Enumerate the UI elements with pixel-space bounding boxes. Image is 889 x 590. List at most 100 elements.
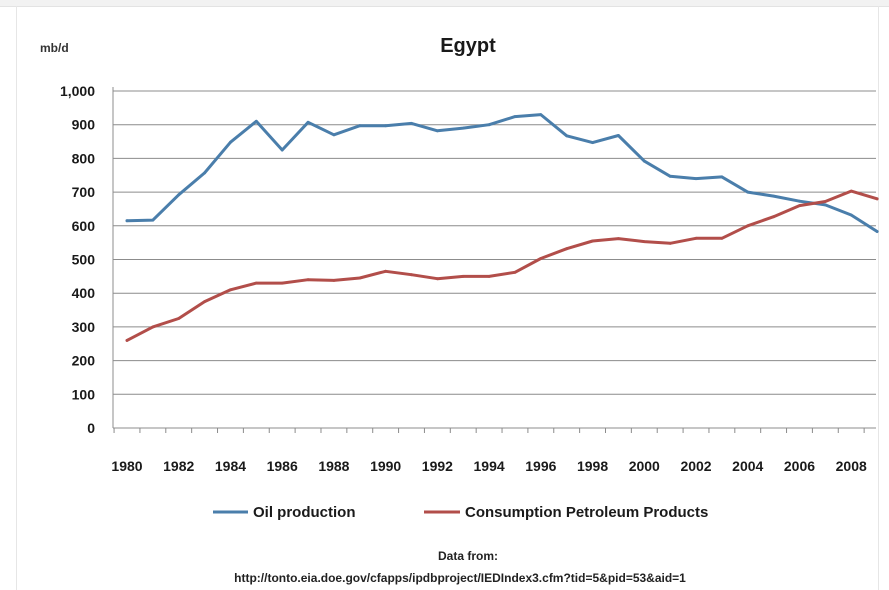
y-tick-label: 100 <box>72 386 96 402</box>
legend-label-oil-production: Oil production <box>253 504 356 521</box>
data-point-consumption <box>384 269 387 273</box>
y-tick-label: 800 <box>72 150 96 166</box>
data-point-consumption <box>358 276 362 280</box>
axes <box>112 87 876 433</box>
data-point-oil-production <box>746 190 750 194</box>
legend: Oil production Consumption Petroleum Pro… <box>213 504 708 521</box>
data-point-consumption <box>798 204 801 208</box>
data-point-consumption <box>694 236 698 240</box>
data-point-consumption <box>177 317 181 320</box>
data-point-consumption <box>746 224 750 228</box>
data-point-oil-production <box>306 120 310 124</box>
data-point-consumption <box>617 237 620 241</box>
x-tick-label: 1994 <box>474 458 505 474</box>
x-tick-label: 1984 <box>215 458 246 474</box>
data-point-oil-production <box>151 218 155 222</box>
x-tick-labels: 1980 1982 1984 1986 1988 1990 1992 1994 1996 1998… <box>111 458 867 474</box>
data-point-oil-production <box>125 219 129 223</box>
data-point-oil-production <box>229 140 232 144</box>
source-note-heading: Data from: <box>438 549 498 563</box>
chart-left-border <box>16 6 17 590</box>
x-tick-label: 1998 <box>577 458 608 474</box>
chart-right-border <box>878 6 879 590</box>
y-tick-label: 500 <box>72 252 96 268</box>
y-tick-label: 0 <box>87 420 95 436</box>
window-top-border <box>0 0 889 7</box>
data-point-oil-production <box>410 122 413 125</box>
x-tick-label: 1996 <box>525 458 556 474</box>
x-tick-label: 1986 <box>267 458 298 474</box>
data-point-oil-production <box>798 199 801 203</box>
x-tick-label: 2004 <box>732 458 763 474</box>
y-axis-unit-label: mb/d <box>40 41 69 55</box>
data-point-oil-production <box>332 133 336 137</box>
data-point-oil-production <box>642 159 646 163</box>
data-point-oil-production <box>720 175 724 179</box>
data-point-oil-production <box>875 230 879 233</box>
y-tick-label: 900 <box>72 117 96 133</box>
y-tick-label: 600 <box>72 218 96 234</box>
x-tick-label: 2006 <box>784 458 815 474</box>
data-point-oil-production <box>358 124 362 128</box>
y-tick-label: 400 <box>72 285 96 301</box>
data-point-consumption <box>668 241 672 245</box>
y-tick-label: 1,000 <box>60 83 95 99</box>
data-point-oil-production <box>280 148 284 152</box>
data-point-consumption <box>539 257 543 260</box>
x-tick-label: 1980 <box>111 458 142 474</box>
data-point-oil-production <box>694 177 698 181</box>
x-tick-label: 1988 <box>318 458 349 474</box>
y-tick-label: 700 <box>72 184 96 200</box>
data-point-consumption <box>823 200 827 203</box>
data-point-consumption <box>254 281 258 285</box>
data-point-consumption <box>642 240 646 244</box>
x-tick-label: 2002 <box>680 458 711 474</box>
data-point-oil-production <box>461 126 465 130</box>
data-point-oil-production <box>177 193 181 197</box>
x-tick-label: 2000 <box>629 458 660 474</box>
x-tick-label: 2008 <box>836 458 867 474</box>
data-point-oil-production <box>384 124 387 128</box>
data-point-oil-production <box>772 194 775 198</box>
y-tick-label: 200 <box>72 353 96 369</box>
data-point-consumption <box>125 339 129 342</box>
source-note-url: http://tonto.eia.doe.gov/cfapps/ipdbproj… <box>234 571 686 585</box>
data-point-consumption <box>306 278 310 282</box>
data-point-consumption <box>591 239 594 243</box>
data-point-consumption <box>280 281 284 285</box>
legend-label-consumption: Consumption Petroleum Products <box>465 504 708 521</box>
x-tick-label: 1982 <box>163 458 194 474</box>
data-point-oil-production <box>565 134 569 138</box>
data-point-oil-production <box>539 113 543 116</box>
data-point-consumption <box>875 197 879 201</box>
data-point-consumption <box>203 300 207 303</box>
data-point-consumption <box>513 270 517 274</box>
data-point-oil-production <box>203 171 207 175</box>
data-point-oil-production <box>591 141 594 145</box>
data-point-oil-production <box>254 119 258 123</box>
data-point-consumption <box>410 273 413 277</box>
data-point-oil-production <box>436 129 439 133</box>
series-line-consumption <box>125 189 879 342</box>
data-point-consumption <box>720 236 724 240</box>
data-point-consumption <box>151 325 155 329</box>
data-point-oil-production <box>617 134 620 137</box>
gridlines <box>113 90 876 395</box>
data-point-consumption <box>229 288 232 292</box>
y-tick-label: 300 <box>72 319 96 335</box>
data-point-oil-production <box>849 213 853 217</box>
data-point-consumption <box>487 275 491 278</box>
series-lines <box>125 113 879 342</box>
data-point-consumption <box>849 189 853 193</box>
x-tick-label: 1992 <box>422 458 453 474</box>
data-point-oil-production <box>668 174 672 178</box>
chart-title: Egypt <box>440 35 496 57</box>
data-point-oil-production <box>823 203 827 207</box>
data-point-consumption <box>772 215 775 219</box>
y-tick-labels: 0 100 200 300 400 500 600 700 800 900 1,000 <box>60 83 95 436</box>
data-point-consumption <box>436 277 439 281</box>
data-point-consumption <box>565 247 569 251</box>
data-point-consumption <box>461 275 465 278</box>
x-tick-label: 1990 <box>370 458 401 474</box>
